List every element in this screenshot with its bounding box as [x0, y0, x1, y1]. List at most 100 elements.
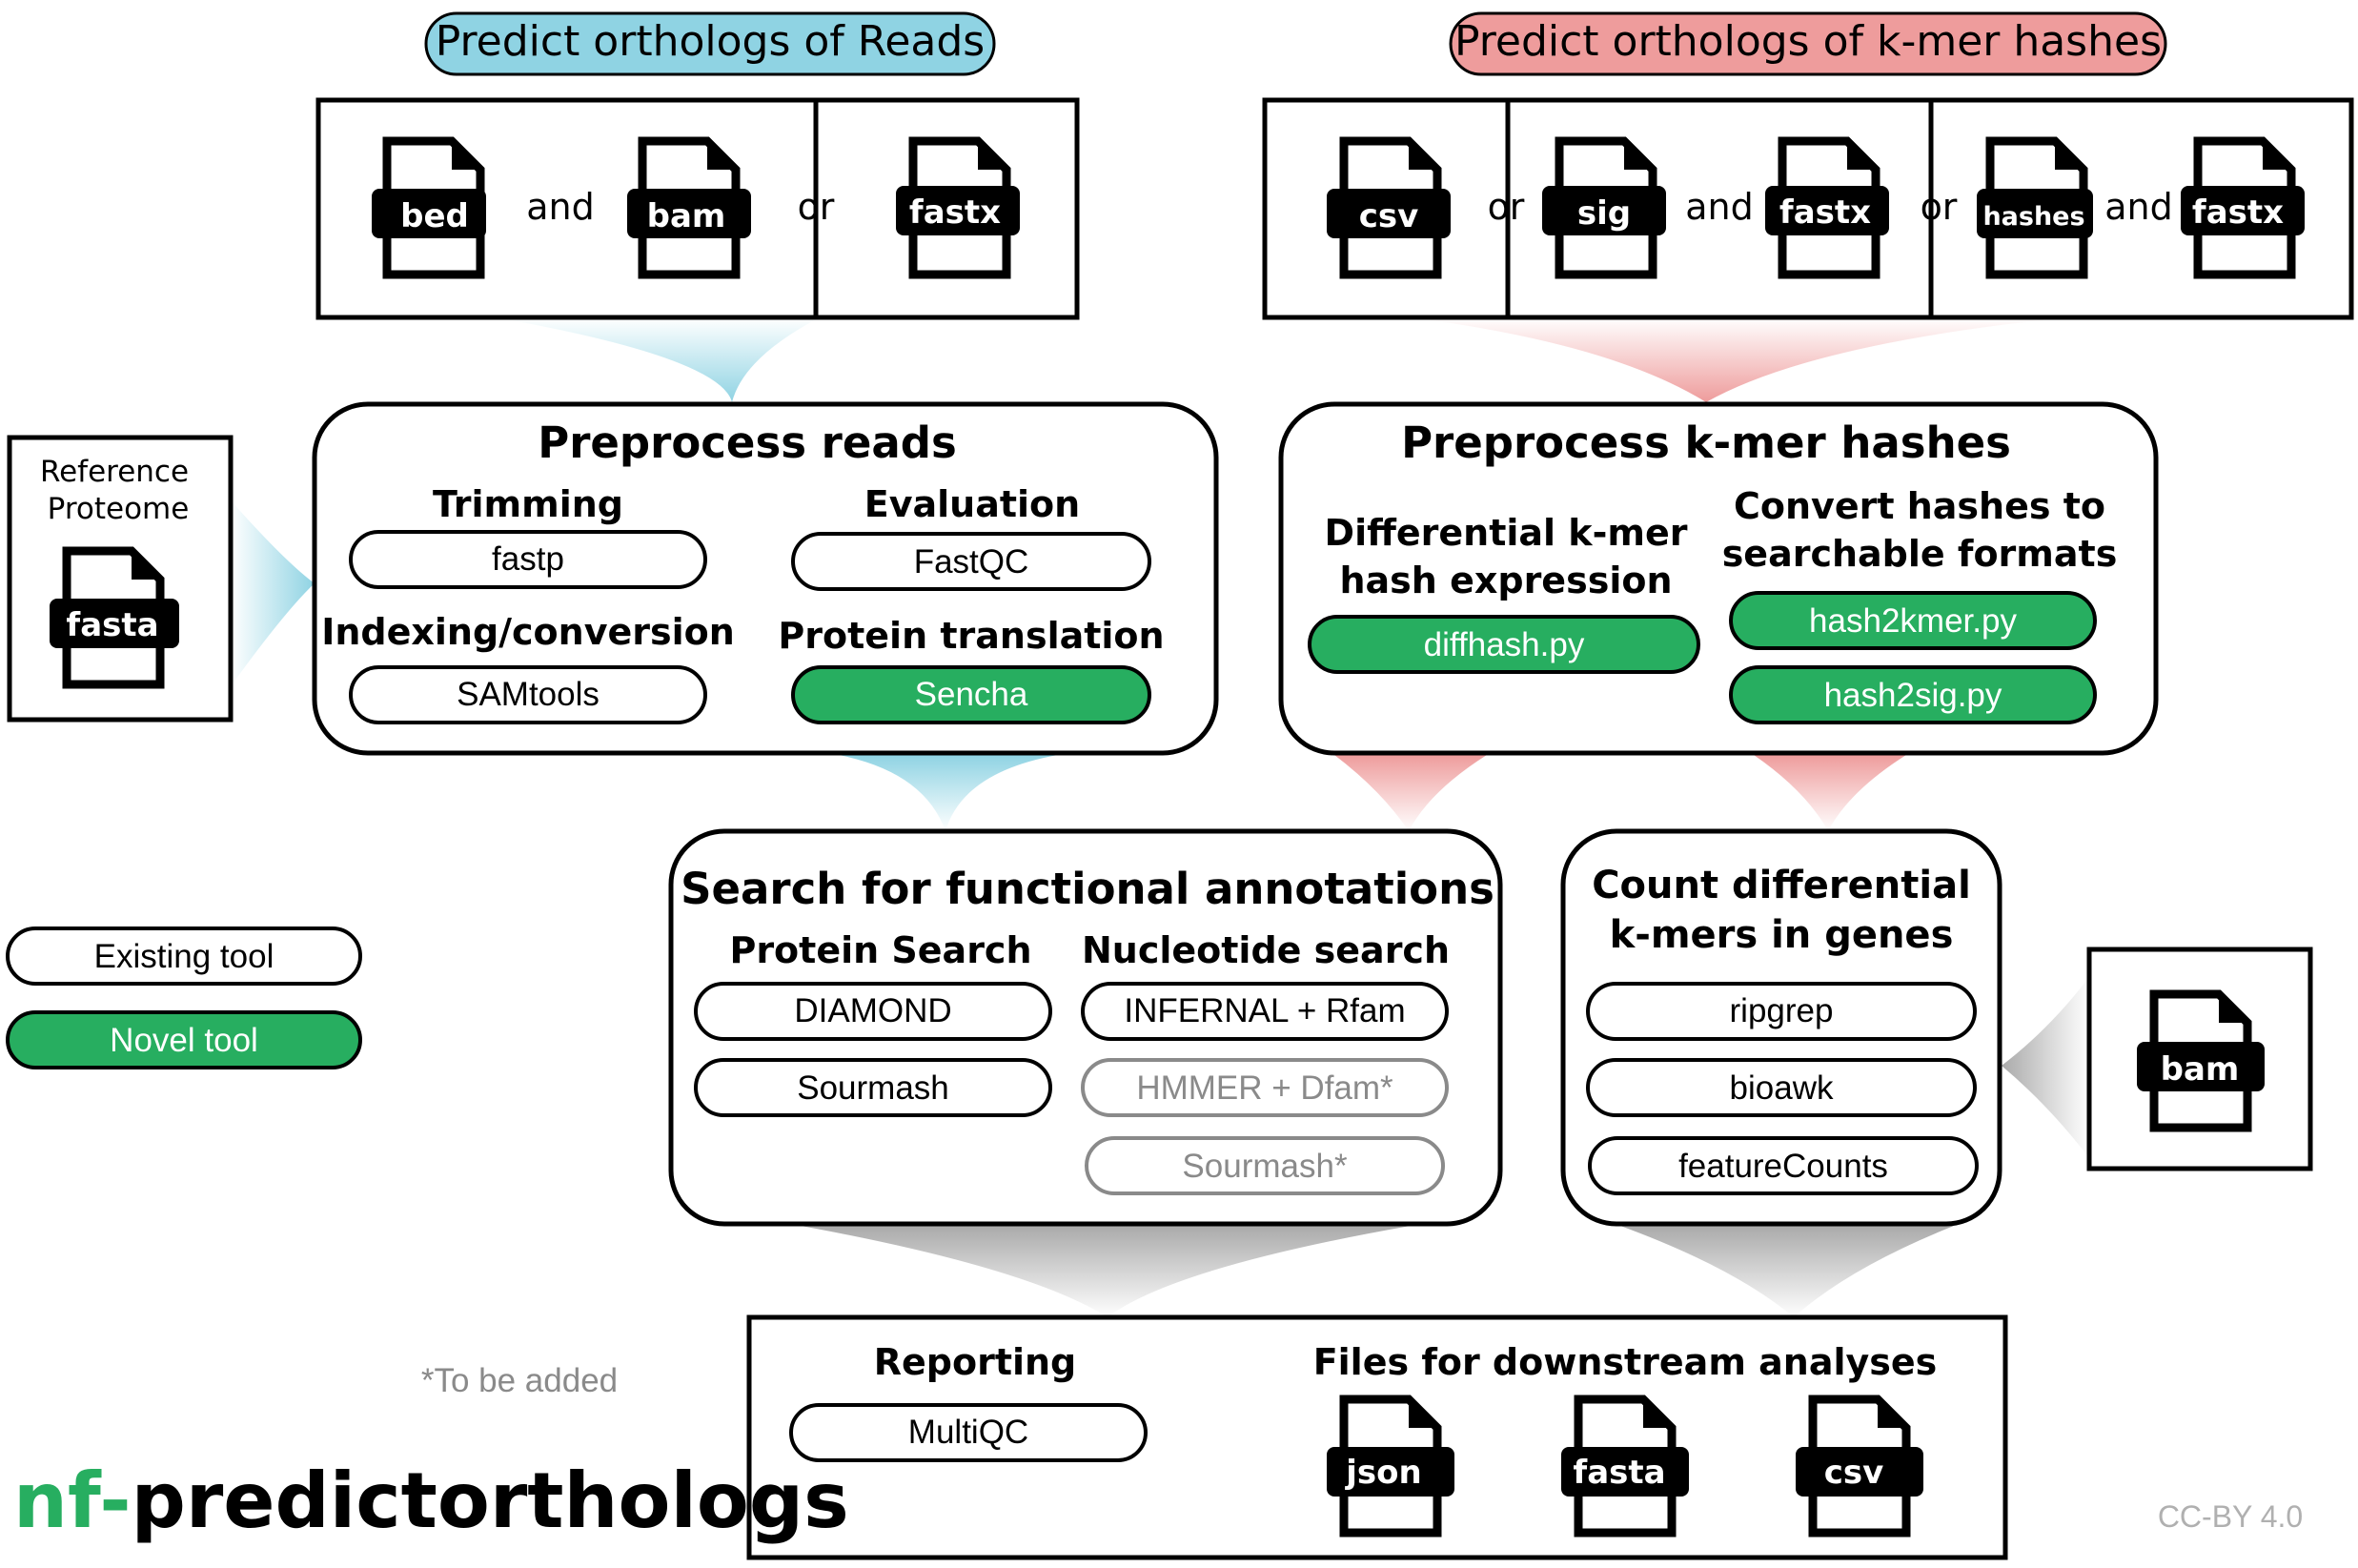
- tool-diamond-label: DIAMOND: [794, 992, 951, 1029]
- conj-reads-2: or: [798, 186, 835, 228]
- tool-hmmer-label: HMMER + Dfam*: [1136, 1069, 1393, 1107]
- file-icon-bam: [627, 136, 751, 279]
- file-label-hashes: hashes: [1982, 202, 2084, 232]
- nucleotide-search-label: Nucleotide search: [1082, 929, 1450, 971]
- file-icon-bam-right: [2137, 989, 2265, 1132]
- funnel-hashes-to-count: [1754, 755, 1906, 831]
- conj-hashes-1: or: [1488, 186, 1525, 228]
- hashes-header-text: Predict orthologs of k-mer hashes: [1454, 17, 2162, 66]
- tool-fastp: [349, 530, 707, 589]
- file-label-json: json: [1344, 1454, 1421, 1492]
- tool-bioawk-label: bioawk: [1730, 1069, 1834, 1107]
- file-icon-fastx-2: [1765, 136, 1889, 279]
- file-label-fasta-reference: fasta: [66, 606, 158, 644]
- file-icon-fasta-output: [1561, 1395, 1689, 1537]
- tool-sourmash-protein: [694, 1058, 1052, 1117]
- tool-sourmash-nucleotide-label: Sourmash*: [1182, 1148, 1348, 1185]
- funnel-reads-input: [496, 317, 820, 402]
- file-icon-fastx-3: [2181, 136, 2305, 279]
- funnel-hashes-input: [1411, 317, 2068, 402]
- tool-fastqc-label: FastQC: [914, 543, 1029, 580]
- reference-label-line1: Reference: [40, 455, 189, 489]
- conj-reads-1: and: [526, 186, 595, 228]
- tool-ripgrep-label: ripgrep: [1730, 992, 1834, 1029]
- legend-novel-pill: [6, 1010, 362, 1069]
- file-label-sig: sig: [1577, 194, 1631, 233]
- tool-hash2sig-label: hash2sig.py: [1824, 677, 2002, 714]
- tool-bioawk: [1586, 1058, 1977, 1117]
- convert-label-line1: Convert hashes to: [1734, 485, 2105, 527]
- file-label-fastx-3: fastx: [2192, 193, 2284, 232]
- tool-hmmer: [1081, 1058, 1449, 1117]
- tool-sourmash-protein-label: Sourmash: [797, 1069, 949, 1107]
- funnel-bam-to-count: [2002, 977, 2089, 1158]
- funnel-reference: [231, 500, 315, 686]
- downstream-files-label: Files for downstream analyses: [1313, 1341, 1938, 1383]
- legend-existing-label: Existing tool: [94, 938, 274, 975]
- tool-hash2sig: [1729, 665, 2097, 724]
- reads-header-pill: [424, 11, 996, 76]
- license-text: CC-BY 4.0: [2158, 1499, 2303, 1534]
- tool-hash2kmer-label: hash2kmer.py: [1809, 602, 2017, 640]
- footnote-to-be-added: *To be added: [421, 1362, 618, 1399]
- tool-diffhash: [1308, 615, 1700, 674]
- conj-hashes-3: or: [1921, 186, 1958, 228]
- file-label-bed: bed: [400, 197, 469, 235]
- file-icon-csv: [1327, 136, 1451, 279]
- legend-novel-label: Novel tool: [110, 1022, 258, 1059]
- reporting-label: Reporting: [874, 1341, 1077, 1383]
- indexing-label: Indexing/conversion: [321, 611, 735, 653]
- tool-multiqc-label: MultiQC: [908, 1414, 1028, 1451]
- tool-diamond: [694, 982, 1052, 1041]
- file-label-csv-output: csv: [1824, 1454, 1884, 1492]
- trimming-label: Trimming: [433, 483, 623, 525]
- file-icon-hashes: [1977, 136, 2093, 279]
- diff-label-line1: Differential k-mer: [1325, 512, 1688, 554]
- tool-sencha-label: Sencha: [915, 676, 1028, 713]
- funnel-search-to-output: [801, 1226, 1411, 1317]
- reference-label-line2: Proteome: [48, 492, 190, 526]
- file-label-fasta-output: fasta: [1573, 1454, 1665, 1492]
- hashes-header-pill: [1449, 11, 2167, 76]
- preprocess-reads-title: Preprocess reads: [538, 417, 957, 468]
- tool-hash2kmer: [1729, 591, 2097, 650]
- translation-label: Protein translation: [778, 615, 1164, 657]
- tool-sourmash-nucleotide: [1085, 1136, 1445, 1195]
- file-icon-csv-output: [1796, 1395, 1923, 1537]
- logo-name: predictorthologs: [132, 1456, 849, 1545]
- logo-prefix: nf-: [13, 1456, 132, 1545]
- file-icon-json: [1327, 1395, 1454, 1537]
- convert-label-line2: searchable formats: [1722, 533, 2118, 575]
- tool-infernal-label: INFERNAL + Rfam: [1124, 992, 1405, 1029]
- search-box: [668, 828, 1503, 1227]
- logo: nf-predictorthologs: [13, 1456, 849, 1545]
- tool-featurecounts: [1588, 1136, 1979, 1195]
- file-icon-sig: [1542, 136, 1666, 279]
- count-title-line2: k-mers in genes: [1610, 913, 1954, 957]
- file-icon-bed: [372, 136, 486, 279]
- tool-ripgrep: [1586, 982, 1977, 1041]
- preprocess-hashes-title: Preprocess k-mer hashes: [1401, 417, 2011, 468]
- file-label-bam: bam: [647, 197, 726, 235]
- evaluation-label: Evaluation: [864, 483, 1080, 525]
- reads-header-text: Predict orthologs of Reads: [436, 17, 985, 66]
- file-icon-fasta-reference: [50, 546, 179, 689]
- tool-samtools-label: SAMtools: [457, 676, 600, 713]
- tool-fastqc: [791, 532, 1151, 591]
- conj-hashes-4: and: [2104, 186, 2173, 228]
- funnel-hashes-to-search: [1334, 755, 1487, 831]
- funnel-reads-to-search: [839, 755, 1058, 831]
- file-label-fastx-2: fastx: [1779, 193, 1871, 232]
- tool-diffhash-label: diffhash.py: [1424, 626, 1585, 663]
- funnel-count-to-output: [1620, 1226, 1954, 1317]
- protein-search-label: Protein Search: [729, 929, 1031, 971]
- file-label-fastx: fastx: [909, 193, 1001, 232]
- file-label-csv: csv: [1359, 197, 1419, 235]
- conj-hashes-2: and: [1685, 186, 1754, 228]
- tool-samtools: [349, 665, 707, 724]
- tool-sencha: [791, 665, 1151, 724]
- tool-fastp-label: fastp: [492, 540, 564, 578]
- file-label-bam-right: bam: [2161, 1050, 2240, 1089]
- diff-label-line2: hash expression: [1339, 560, 1672, 601]
